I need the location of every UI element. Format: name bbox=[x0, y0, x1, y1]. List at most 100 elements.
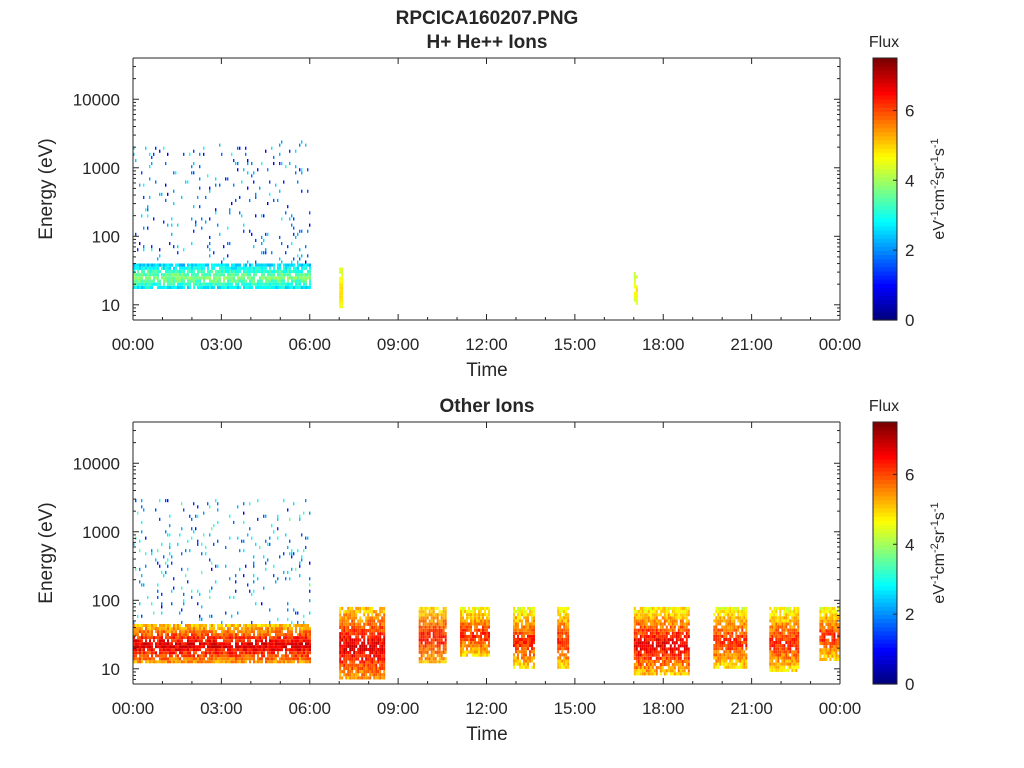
heatmap-cell bbox=[173, 202, 175, 206]
heatmap-cell bbox=[175, 276, 177, 280]
heatmap-cell bbox=[369, 638, 372, 642]
heatmap-cell bbox=[371, 666, 374, 670]
heatmap-cell bbox=[795, 644, 798, 648]
heatmap-cell bbox=[197, 263, 199, 267]
heatmap-cell bbox=[341, 302, 344, 306]
heatmap-cell bbox=[725, 619, 728, 623]
heatmap-cell bbox=[173, 630, 175, 634]
heatmap-cell bbox=[715, 622, 718, 626]
heatmap-cell bbox=[379, 654, 382, 658]
heatmap-cell bbox=[309, 611, 311, 615]
heatmap-cell bbox=[486, 619, 488, 623]
heatmap-cell bbox=[289, 630, 291, 634]
heatmap-cell bbox=[741, 622, 744, 626]
heatmap-cell bbox=[343, 673, 346, 677]
heatmap-cell bbox=[293, 276, 295, 280]
heatmap-cell bbox=[343, 660, 346, 664]
heatmap-cell bbox=[273, 266, 275, 270]
heatmap-cell bbox=[482, 638, 484, 642]
heatmap-cell bbox=[533, 634, 535, 638]
heatmap-cell bbox=[269, 608, 271, 612]
heatmap-cell bbox=[243, 282, 245, 286]
heatmap-cell bbox=[466, 650, 468, 654]
heatmap-cell bbox=[257, 633, 259, 637]
heatmap-cell bbox=[643, 613, 646, 617]
heatmap-cell bbox=[261, 645, 263, 649]
heatmap-cell bbox=[793, 631, 796, 635]
heatmap-cell bbox=[145, 266, 147, 270]
heatmap-cell bbox=[227, 627, 229, 631]
heatmap-cell bbox=[663, 638, 666, 642]
heatmap-cell bbox=[357, 641, 360, 645]
heatmap-cell bbox=[357, 654, 360, 658]
heatmap-cell bbox=[339, 619, 342, 623]
heatmap-cell bbox=[135, 285, 137, 289]
heatmap-cell bbox=[649, 622, 652, 626]
heatmap-cell bbox=[783, 625, 786, 629]
heatmap-cell bbox=[133, 645, 135, 649]
heatmap-cell bbox=[781, 662, 784, 666]
heatmap-cell bbox=[418, 606, 421, 610]
heatmap-cell bbox=[239, 285, 241, 289]
heatmap-cell bbox=[227, 642, 229, 646]
heatmap-cell bbox=[424, 625, 427, 629]
heatmap-cell bbox=[355, 654, 358, 658]
heatmap-cell bbox=[721, 610, 724, 614]
heatmap-cell bbox=[203, 269, 205, 274]
heatmap-cell bbox=[181, 630, 183, 634]
heatmap-cell bbox=[179, 533, 181, 537]
heatmap-cell bbox=[643, 631, 646, 635]
heatmap-cell bbox=[245, 657, 247, 661]
heatmap-cell bbox=[488, 606, 490, 610]
heatmap-cell bbox=[211, 654, 213, 658]
heatmap-cell bbox=[355, 606, 358, 611]
heatmap-cell bbox=[245, 627, 247, 631]
heatmap-cell bbox=[291, 633, 293, 637]
heatmap-cell bbox=[307, 189, 309, 193]
heatmap-cell bbox=[480, 644, 482, 648]
heatmap-cell bbox=[237, 642, 239, 646]
heatmap-cell bbox=[145, 282, 147, 286]
heatmap-cell bbox=[223, 257, 225, 261]
heatmap-cell bbox=[215, 208, 217, 212]
heatmap-cell bbox=[181, 195, 183, 199]
heatmap-cell bbox=[743, 659, 746, 663]
heatmap-cell bbox=[643, 672, 646, 676]
heatmap-cell bbox=[305, 639, 307, 643]
heatmap-cell bbox=[369, 606, 372, 611]
heatmap-cell bbox=[351, 622, 354, 626]
heatmap-cell bbox=[135, 279, 137, 283]
heatmap-cell bbox=[667, 659, 670, 663]
heatmap-cell bbox=[791, 631, 794, 635]
heatmap-cell bbox=[263, 630, 265, 634]
heatmap-cell bbox=[241, 282, 243, 286]
heatmap-cell bbox=[533, 613, 535, 617]
heatmap-cell bbox=[141, 266, 143, 270]
heatmap-cell bbox=[745, 622, 748, 626]
heatmap-cell bbox=[297, 282, 299, 286]
heatmap-cell bbox=[655, 625, 658, 629]
heatmap-cell bbox=[359, 632, 362, 636]
heatmap-cell bbox=[367, 641, 370, 645]
heatmap-cell bbox=[673, 647, 676, 651]
heatmap-cell bbox=[159, 279, 161, 283]
heatmap-cell bbox=[277, 266, 279, 270]
heatmap-cell bbox=[351, 647, 354, 652]
heatmap-cell bbox=[472, 641, 474, 645]
heatmap-cell bbox=[369, 619, 372, 623]
heatmap-cell bbox=[432, 628, 435, 632]
heatmap-cell bbox=[299, 651, 301, 655]
heatmap-cell bbox=[527, 659, 529, 663]
heatmap-cell bbox=[257, 282, 259, 286]
heatmap-cell bbox=[243, 624, 245, 627]
heatmap-cell bbox=[249, 279, 251, 283]
heatmap-cell bbox=[474, 613, 476, 617]
heatmap-cell bbox=[440, 619, 443, 623]
heatmap-cell bbox=[147, 630, 149, 634]
heatmap-cell bbox=[291, 279, 293, 283]
heatmap-cell bbox=[209, 186, 211, 190]
heatmap-cell bbox=[201, 645, 203, 649]
heatmap-cell bbox=[283, 180, 285, 184]
heatmap-cell bbox=[731, 619, 734, 623]
heatmap-cell bbox=[273, 530, 275, 534]
